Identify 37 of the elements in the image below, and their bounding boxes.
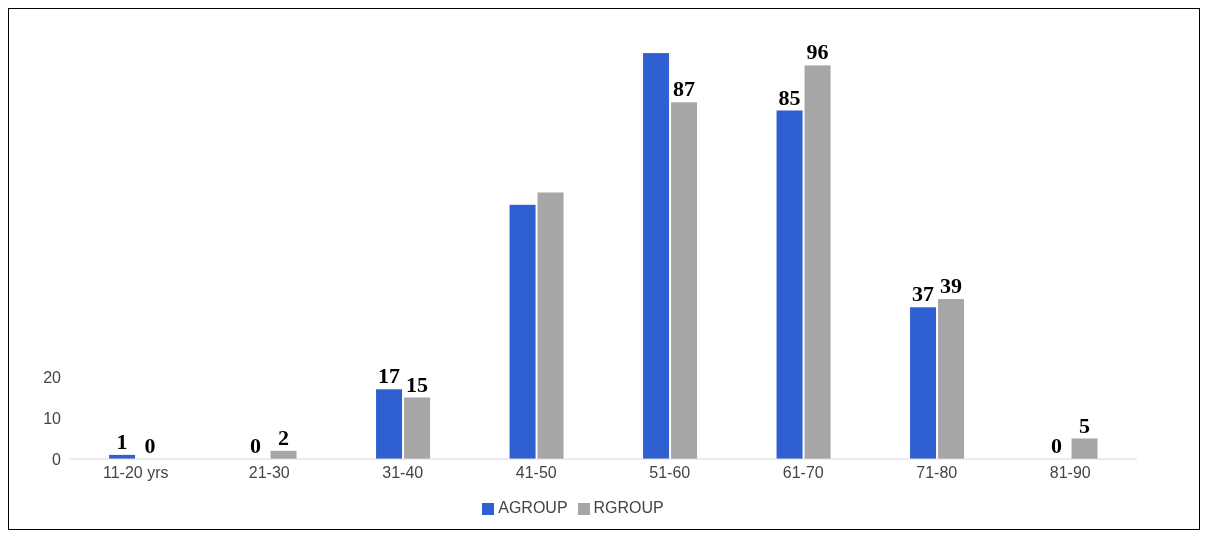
x-tick-label: 41-50 — [515, 464, 557, 482]
bar — [537, 192, 564, 459]
y-tick-label: 0 — [52, 450, 62, 468]
data-label: 5 — [1079, 412, 1091, 438]
data-label: 37 — [912, 281, 935, 307]
data-label: 1 — [116, 428, 128, 454]
bar — [910, 307, 937, 459]
y-tick-label: 10 — [43, 409, 62, 427]
bar — [509, 204, 536, 459]
x-tick-label: 21-30 — [248, 464, 290, 482]
bar — [404, 397, 431, 459]
x-tick-label: 11-20 yrs — [102, 464, 169, 482]
data-label: 2 — [278, 424, 290, 450]
x-tick-label: 81-90 — [1049, 464, 1091, 482]
bar — [1071, 438, 1098, 459]
x-tick-label: 51-60 — [649, 464, 691, 482]
data-label: 39 — [940, 273, 963, 299]
bar — [643, 53, 670, 459]
bar — [376, 389, 403, 459]
data-label: 0 — [144, 433, 156, 458]
legend-label: RGROUP — [593, 499, 664, 516]
data-label: 15 — [406, 371, 429, 397]
bar — [804, 65, 831, 459]
data-label: 17 — [378, 363, 401, 389]
data-label: 96 — [806, 39, 829, 65]
data-label: 0 — [1051, 433, 1063, 458]
data-label: 85 — [778, 84, 801, 110]
x-tick-label: 61-70 — [782, 464, 824, 482]
bar — [671, 102, 698, 459]
bar — [938, 299, 965, 459]
y-tick-label: 20 — [43, 368, 62, 386]
bar — [776, 110, 803, 459]
x-tick-label: 71-80 — [916, 464, 958, 482]
legend-label: AGROUP — [498, 499, 568, 516]
x-tick-label: 31-40 — [382, 464, 424, 482]
data-label: 0 — [250, 433, 262, 458]
data-label: 87 — [673, 76, 696, 102]
